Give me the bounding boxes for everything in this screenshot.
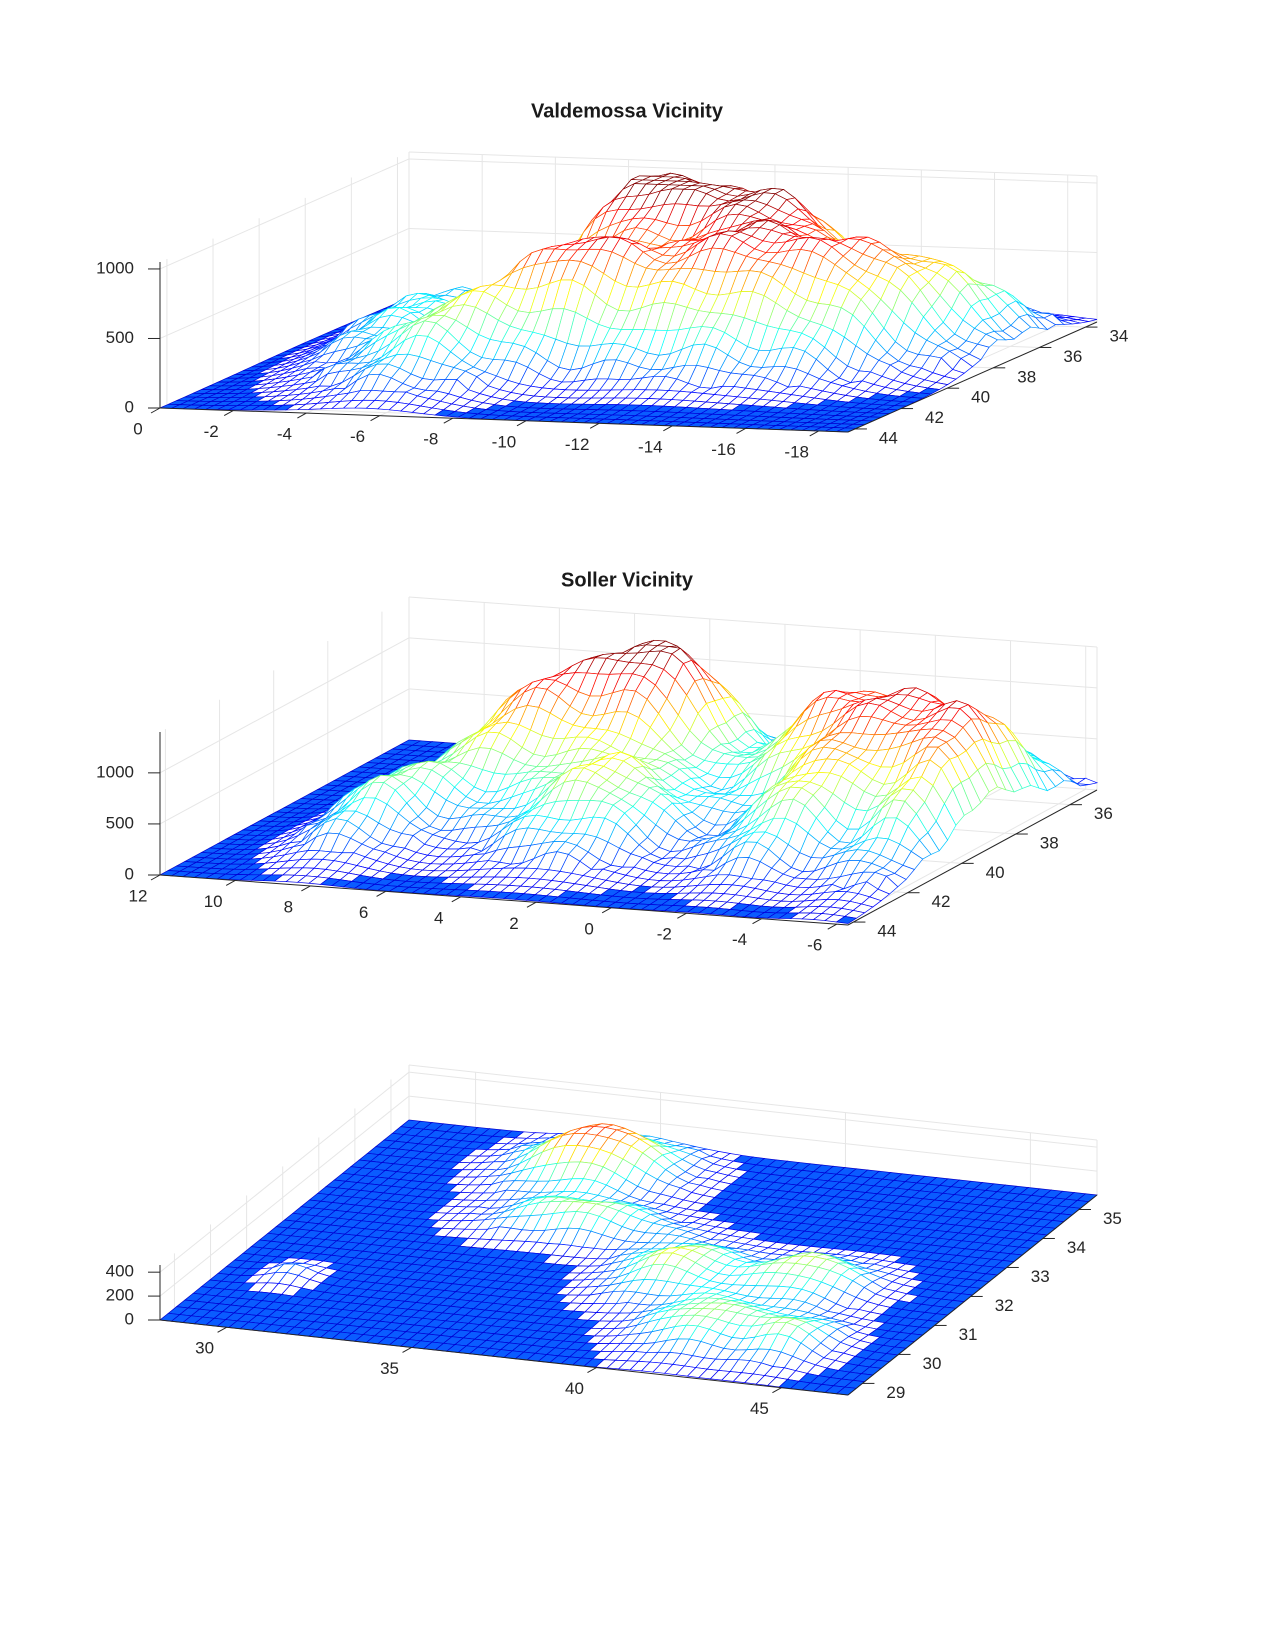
z-tick-label: 1000 xyxy=(96,762,134,781)
x-tick-label: -4 xyxy=(732,930,747,949)
x-tick-label: -4 xyxy=(277,425,292,444)
chart-title: Soller Vicinity xyxy=(561,569,694,591)
x-tick-label: -12 xyxy=(565,435,590,454)
y-tick-label: 34 xyxy=(1109,327,1128,346)
x-tick xyxy=(370,415,380,422)
grid-line xyxy=(159,1071,410,1273)
y-tick-label: 38 xyxy=(1040,834,1059,853)
box-edge xyxy=(408,151,1098,177)
x-tick-label: 8 xyxy=(284,897,293,916)
x-tick xyxy=(601,907,612,914)
y-tick-label: 38 xyxy=(1017,367,1036,386)
x-tick-label: -8 xyxy=(423,430,438,449)
surface xyxy=(158,639,1099,924)
x-tick xyxy=(376,890,386,897)
x-tick xyxy=(663,425,673,432)
x-tick-label: 0 xyxy=(133,419,142,438)
grid-line xyxy=(408,158,1098,184)
x-tick xyxy=(677,912,687,919)
x-tick xyxy=(150,407,161,414)
box-edge xyxy=(408,596,1098,648)
y-tick-label: 40 xyxy=(986,863,1005,882)
x-tick-label: 10 xyxy=(204,892,223,911)
x-tick xyxy=(223,410,234,416)
grid-line xyxy=(159,1095,410,1297)
x-tick-label: -10 xyxy=(492,432,517,451)
x-tick xyxy=(150,874,161,881)
chart-title: Valdemossa Vicinity xyxy=(531,100,724,122)
y-tick-label: 42 xyxy=(925,408,944,427)
y-axis xyxy=(847,789,1098,926)
x-tick-label: -18 xyxy=(784,442,809,461)
x-tick xyxy=(297,412,307,419)
grid-line xyxy=(159,228,410,339)
grid-line xyxy=(159,688,410,825)
y-tick-label: 36 xyxy=(1063,347,1082,366)
y-tick-label: 36 xyxy=(1094,804,1113,823)
x-tick-label: -2 xyxy=(204,422,219,441)
x-tick-label: -16 xyxy=(711,440,736,459)
surface xyxy=(159,172,1098,433)
x-tick-label: 4 xyxy=(434,908,443,927)
x-tick xyxy=(516,420,527,427)
x-tick xyxy=(827,923,837,930)
x-tick-label: 6 xyxy=(359,903,368,922)
x-axis xyxy=(159,874,849,926)
grid-line xyxy=(159,637,410,774)
x-tick xyxy=(225,880,236,886)
z-tick-label: 500 xyxy=(106,328,134,347)
box-edge xyxy=(408,1064,1098,1141)
surface-patch xyxy=(835,916,858,924)
x-tick xyxy=(526,901,537,908)
grid-line xyxy=(408,1071,1098,1148)
x-tick xyxy=(736,427,746,434)
x-tick xyxy=(589,422,600,429)
grid-line xyxy=(408,637,1098,689)
z-tick-label: 500 xyxy=(106,813,134,832)
surface xyxy=(159,1119,1098,1396)
y-tick-label: 44 xyxy=(879,428,898,447)
x-tick-label: -6 xyxy=(350,427,365,446)
x-tick xyxy=(301,885,311,892)
axes: 12 10 8 6 4 2 0 -2 -4 -6363840424405001000Soller … xyxy=(96,569,1113,954)
x-tick-label: -6 xyxy=(807,936,822,955)
axes: 0 -2 -4 -6 -8 -10 -12 -14 -16 -18 34 36 38 40 42 44 0 500… xyxy=(96,100,1128,461)
x-tick xyxy=(809,430,819,437)
y-axis xyxy=(847,321,1098,433)
x-tick-label: 0 xyxy=(584,919,593,938)
x-tick-label: 2 xyxy=(509,914,518,933)
y-tick-label: 44 xyxy=(877,922,896,941)
x-tick xyxy=(443,417,454,424)
x-axis xyxy=(159,407,849,433)
y-tick-label: 42 xyxy=(932,892,951,911)
z-tick-label: 0 xyxy=(125,397,134,416)
x-tick-label: -14 xyxy=(638,437,663,456)
x-tick xyxy=(752,918,762,925)
z-tick-label: 1000 xyxy=(96,258,134,277)
grid-line xyxy=(408,1095,1098,1172)
z-tick-label: 0 xyxy=(125,864,134,883)
x-tick-label: -2 xyxy=(657,925,672,944)
grid-line xyxy=(159,158,410,270)
x-tick-label: 12 xyxy=(129,886,148,905)
y-tick-label: 40 xyxy=(971,388,990,407)
x-tick xyxy=(451,896,462,903)
